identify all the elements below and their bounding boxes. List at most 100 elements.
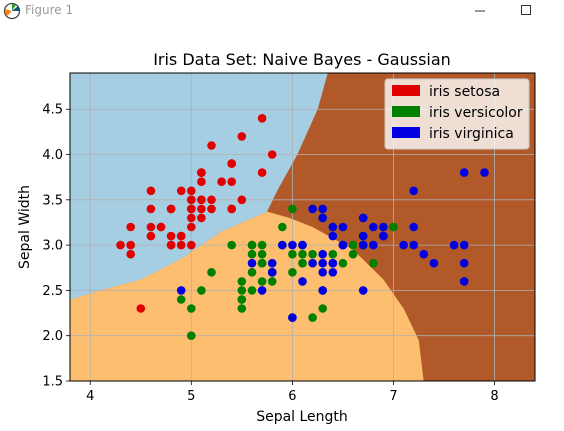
point-virginica [459,168,469,177]
point-versicolor [348,240,358,250]
maximize-icon [521,5,531,15]
point-versicolor [247,240,257,250]
x-tick-label: 7 [389,389,397,404]
point-virginica [358,240,368,250]
point-setosa [197,204,206,214]
legend-label-virginica: iris virginica [429,126,514,142]
point-virginica [308,258,317,268]
point-virginica [328,258,338,268]
point-virginica [318,286,328,295]
legend: iris setosa iris versicolor iris virgini… [384,78,530,150]
point-versicolor [187,304,196,313]
point-virginica [318,249,328,259]
maximize-button[interactable] [512,0,540,22]
figure-canvas: Iris Data Set: Naive Bayes - Gaussian 4 5… [0,22,564,427]
point-setosa [207,141,216,150]
point-virginica [480,168,489,177]
point-virginica [358,213,368,223]
y-axis-label: Sepal Width [17,185,33,269]
x-tick-label: 5 [187,389,195,404]
legend-label-setosa: iris setosa [429,84,500,100]
point-versicolor [328,249,338,259]
point-versicolor [247,268,257,277]
point-virginica [176,286,186,295]
y-tick-label: 4.0 [42,148,63,163]
point-setosa [126,240,135,250]
point-versicolor [288,249,297,259]
point-versicolor [197,286,206,295]
window-title: Figure 1 [25,3,74,17]
point-setosa [267,150,277,159]
plot-frame [69,72,536,382]
y-tick-label: 2.0 [42,329,63,344]
point-versicolor [237,277,247,286]
point-virginica [358,286,368,295]
point-setosa [187,213,196,223]
point-virginica [459,258,469,268]
x-tick-label: 4 [86,389,94,404]
point-setosa [217,177,226,186]
point-versicolor [257,240,267,250]
point-setosa [116,240,125,250]
point-setosa [146,204,156,214]
point-virginica [257,286,267,295]
point-virginica [298,240,307,250]
point-setosa [136,304,146,313]
point-virginica [288,240,297,250]
point-setosa [257,168,267,177]
point-virginica [369,222,378,232]
x-axis-label: Sepal Length [256,409,348,425]
point-setosa [237,132,247,141]
window-title-bar: Figure 1 [0,0,564,22]
point-setosa [166,240,176,250]
point-virginica [409,186,419,196]
point-versicolor [338,258,348,268]
point-virginica [328,268,338,277]
point-setosa [176,231,186,241]
point-versicolor [237,286,247,295]
point-virginica [328,222,338,232]
point-virginica [399,240,408,250]
legend-box [384,78,530,150]
point-virginica [267,258,277,268]
minimize-button[interactable] [466,0,494,22]
point-setosa [166,231,176,241]
point-versicolor [308,249,317,259]
point-virginica [298,277,307,286]
point-virginica [318,213,328,223]
point-versicolor [227,240,236,250]
y-tick-label: 4.5 [42,103,63,118]
minimize-icon [475,10,485,12]
point-versicolor [267,277,277,286]
point-setosa [237,195,247,205]
point-setosa [176,240,186,250]
point-versicolor [318,304,328,313]
point-setosa [227,159,236,168]
point-setosa [187,195,196,205]
point-virginica [459,277,469,286]
chart: Iris Data Set: Naive Bayes - Gaussian 4 5… [17,50,536,425]
point-virginica [288,313,297,322]
point-versicolor [369,258,378,268]
point-virginica [267,268,277,277]
legend-swatch-setosa [392,85,420,96]
point-setosa [187,240,196,250]
y-tick-label: 2.5 [42,284,63,299]
point-versicolor [247,286,257,295]
point-virginica [409,222,419,232]
point-versicolor [247,249,257,259]
point-virginica [449,240,459,250]
point-versicolor [257,249,267,259]
point-setosa [197,213,206,223]
point-virginica [278,240,287,250]
point-setosa [197,168,206,177]
point-virginica [308,204,317,214]
point-versicolor [176,295,186,304]
point-setosa [166,204,176,214]
point-versicolor [257,277,267,286]
x-tick-label: 6 [288,389,296,404]
point-virginica [409,240,419,250]
point-versicolor [348,249,358,259]
point-setosa [146,222,156,232]
point-versicolor [257,258,267,268]
